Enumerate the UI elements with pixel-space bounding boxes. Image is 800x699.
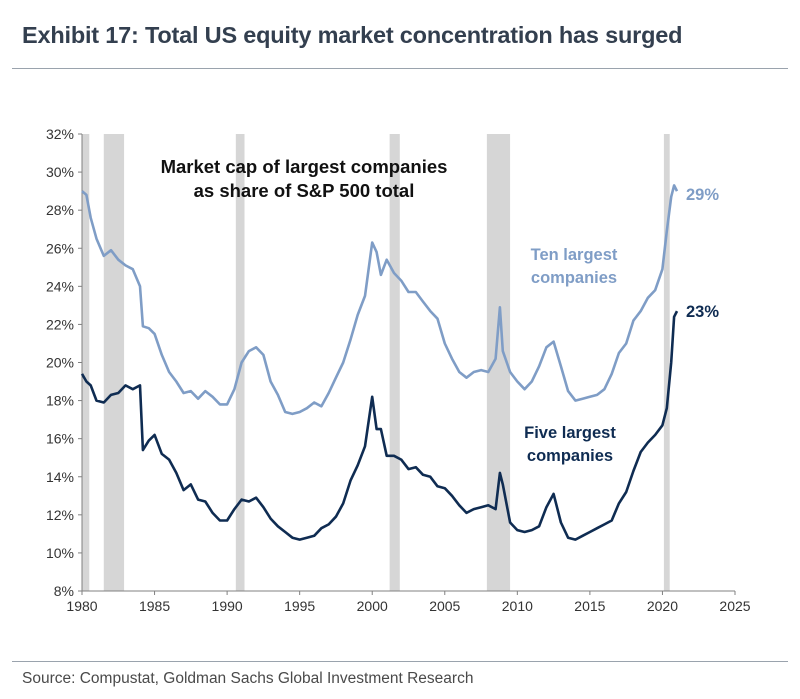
recession-band-2: [235, 134, 245, 591]
x-tick-label: 1985: [139, 598, 170, 614]
x-tick-label: 2000: [357, 598, 388, 614]
x-tick-label: 1980: [66, 598, 97, 614]
y-tick-label: 10%: [46, 545, 74, 561]
chart: 8% 10% 12% 14% 16% 18% 20% 22% 24% 26% 28% 30% 32% 19…: [46, 126, 751, 614]
x-tick-label: 2015: [574, 598, 605, 614]
x-tick-label: 2020: [647, 598, 678, 614]
y-tick-label: 28%: [46, 202, 74, 218]
y-tick-label: 24%: [46, 278, 74, 294]
x-tick-label: 2025: [719, 598, 750, 614]
y-tick-label: 8%: [54, 583, 74, 599]
source-note: Source: Compustat, Goldman Sachs Global …: [22, 670, 474, 687]
axes: 8% 10% 12% 14% 16% 18% 20% 22% 24% 26% 28% 30% 32% 19…: [46, 126, 751, 614]
chart-labels: Market cap of largest companies as share …: [161, 156, 720, 465]
y-tick-label: 16%: [46, 431, 74, 447]
recession-band-4: [486, 134, 511, 591]
ten-largest-label-line-2: companies: [531, 269, 617, 287]
x-tick-label: 2005: [429, 598, 460, 614]
x-tick-label: 2010: [502, 598, 533, 614]
five-largest-end-value: 23%: [686, 303, 719, 321]
y-tick-label: 14%: [46, 469, 74, 485]
source-divider: [12, 661, 788, 662]
recession-band-1: [103, 134, 125, 591]
exhibit-title: Exhibit 17: Total US equity market conce…: [22, 22, 683, 48]
recession-band-3: [389, 134, 400, 591]
five-largest-label-line-2: companies: [527, 447, 613, 465]
y-tick-label: 26%: [46, 240, 74, 256]
recession-band-0: [82, 134, 90, 591]
title-divider: [12, 68, 788, 69]
chart-title-line-1: Market cap of largest companies: [161, 156, 448, 177]
y-tick-label: 18%: [46, 393, 74, 409]
series-line-ten-largest: [81, 184, 679, 416]
recession-band-5: [663, 134, 670, 591]
ten-largest-end-value: 29%: [686, 186, 719, 204]
y-tick-label: 32%: [46, 126, 74, 142]
y-tick-label: 30%: [46, 164, 74, 180]
series-line-five-largest: [80, 310, 679, 541]
recession-bands: [82, 134, 670, 591]
y-tick-label: 12%: [46, 507, 74, 523]
chart-title-line-2: as share of S&P 500 total: [194, 180, 415, 201]
series-lines: [80, 184, 679, 541]
y-tick-label: 20%: [46, 355, 74, 371]
ten-largest-label-line-1: Ten largest: [531, 246, 618, 264]
x-tick-label: 1990: [212, 598, 243, 614]
y-tick-label: 22%: [46, 316, 74, 332]
x-tick-label: 1995: [284, 598, 315, 614]
five-largest-label-line-1: Five largest: [524, 424, 616, 442]
